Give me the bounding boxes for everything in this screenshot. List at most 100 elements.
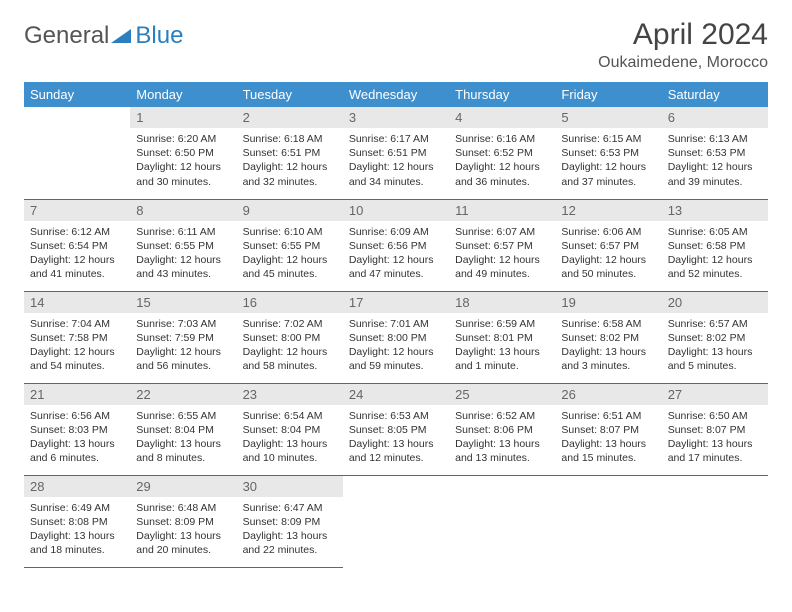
calendar-cell: 30Sunrise: 6:47 AMSunset: 8:09 PMDayligh…: [237, 475, 343, 567]
page-title: April 2024: [598, 18, 768, 52]
calendar-cell: 24Sunrise: 6:53 AMSunset: 8:05 PMDayligh…: [343, 383, 449, 475]
day-number: 7: [24, 200, 130, 221]
brand-logo: General Blue: [24, 18, 183, 50]
day-info: Sunrise: 6:10 AMSunset: 6:55 PMDaylight:…: [237, 221, 343, 288]
header: General Blue April 2024 Oukaimedene, Mor…: [24, 18, 768, 72]
day-info: Sunrise: 6:57 AMSunset: 8:02 PMDaylight:…: [662, 313, 768, 380]
day-info: Sunrise: 7:03 AMSunset: 7:59 PMDaylight:…: [130, 313, 236, 380]
weekday-header: Wednesday: [343, 82, 449, 107]
day-info: Sunrise: 6:49 AMSunset: 8:08 PMDaylight:…: [24, 497, 130, 564]
brand-triangle-icon: [111, 27, 131, 45]
day-number: 30: [237, 476, 343, 497]
calendar-cell: 21Sunrise: 6:56 AMSunset: 8:03 PMDayligh…: [24, 383, 130, 475]
day-number: 13: [662, 200, 768, 221]
day-info: Sunrise: 6:07 AMSunset: 6:57 PMDaylight:…: [449, 221, 555, 288]
calendar-cell: 27Sunrise: 6:50 AMSunset: 8:07 PMDayligh…: [662, 383, 768, 475]
day-number: 18: [449, 292, 555, 313]
calendar-cell: 16Sunrise: 7:02 AMSunset: 8:00 PMDayligh…: [237, 291, 343, 383]
calendar-cell: 20Sunrise: 6:57 AMSunset: 8:02 PMDayligh…: [662, 291, 768, 383]
day-info: Sunrise: 6:20 AMSunset: 6:50 PMDaylight:…: [130, 128, 236, 195]
day-number: 9: [237, 200, 343, 221]
weekday-header: Saturday: [662, 82, 768, 107]
day-info: Sunrise: 6:18 AMSunset: 6:51 PMDaylight:…: [237, 128, 343, 195]
day-info: Sunrise: 6:54 AMSunset: 8:04 PMDaylight:…: [237, 405, 343, 472]
calendar-cell: 12Sunrise: 6:06 AMSunset: 6:57 PMDayligh…: [555, 199, 661, 291]
day-number: 16: [237, 292, 343, 313]
day-number: 23: [237, 384, 343, 405]
day-info: Sunrise: 6:55 AMSunset: 8:04 PMDaylight:…: [130, 405, 236, 472]
calendar-cell: 9Sunrise: 6:10 AMSunset: 6:55 PMDaylight…: [237, 199, 343, 291]
day-info: Sunrise: 6:58 AMSunset: 8:02 PMDaylight:…: [555, 313, 661, 380]
day-info: Sunrise: 6:52 AMSunset: 8:06 PMDaylight:…: [449, 405, 555, 472]
day-number: 21: [24, 384, 130, 405]
calendar-cell: 19Sunrise: 6:58 AMSunset: 8:02 PMDayligh…: [555, 291, 661, 383]
day-info: Sunrise: 6:05 AMSunset: 6:58 PMDaylight:…: [662, 221, 768, 288]
day-info: Sunrise: 6:06 AMSunset: 6:57 PMDaylight:…: [555, 221, 661, 288]
day-info: Sunrise: 6:47 AMSunset: 8:09 PMDaylight:…: [237, 497, 343, 564]
calendar-cell: 17Sunrise: 7:01 AMSunset: 8:00 PMDayligh…: [343, 291, 449, 383]
day-number: 17: [343, 292, 449, 313]
day-number: 10: [343, 200, 449, 221]
day-number: 28: [24, 476, 130, 497]
calendar-table: SundayMondayTuesdayWednesdayThursdayFrid…: [24, 82, 768, 568]
calendar-cell: 26Sunrise: 6:51 AMSunset: 8:07 PMDayligh…: [555, 383, 661, 475]
calendar-cell: 8Sunrise: 6:11 AMSunset: 6:55 PMDaylight…: [130, 199, 236, 291]
day-number: 11: [449, 200, 555, 221]
calendar-cell: 10Sunrise: 6:09 AMSunset: 6:56 PMDayligh…: [343, 199, 449, 291]
day-number: 5: [555, 107, 661, 128]
calendar-cell: .: [24, 107, 130, 199]
calendar-cell: .: [449, 475, 555, 567]
weekday-header: Monday: [130, 82, 236, 107]
calendar-cell: 2Sunrise: 6:18 AMSunset: 6:51 PMDaylight…: [237, 107, 343, 199]
calendar-cell: 6Sunrise: 6:13 AMSunset: 6:53 PMDaylight…: [662, 107, 768, 199]
day-info: Sunrise: 6:15 AMSunset: 6:53 PMDaylight:…: [555, 128, 661, 195]
weekday-header: Sunday: [24, 82, 130, 107]
day-number: 6: [662, 107, 768, 128]
day-number: 2: [237, 107, 343, 128]
calendar-cell: 13Sunrise: 6:05 AMSunset: 6:58 PMDayligh…: [662, 199, 768, 291]
day-info: Sunrise: 6:56 AMSunset: 8:03 PMDaylight:…: [24, 405, 130, 472]
calendar-cell: .: [662, 475, 768, 567]
day-number: 3: [343, 107, 449, 128]
day-number: 15: [130, 292, 236, 313]
weekday-header: Friday: [555, 82, 661, 107]
day-info: Sunrise: 6:13 AMSunset: 6:53 PMDaylight:…: [662, 128, 768, 195]
day-number: 8: [130, 200, 236, 221]
calendar-cell: 1Sunrise: 6:20 AMSunset: 6:50 PMDaylight…: [130, 107, 236, 199]
day-info: Sunrise: 6:51 AMSunset: 8:07 PMDaylight:…: [555, 405, 661, 472]
day-number: 22: [130, 384, 236, 405]
day-info: Sunrise: 6:16 AMSunset: 6:52 PMDaylight:…: [449, 128, 555, 195]
weekday-header: Thursday: [449, 82, 555, 107]
calendar-cell: 11Sunrise: 6:07 AMSunset: 6:57 PMDayligh…: [449, 199, 555, 291]
day-number: 20: [662, 292, 768, 313]
day-info: Sunrise: 6:48 AMSunset: 8:09 PMDaylight:…: [130, 497, 236, 564]
calendar-header-row: SundayMondayTuesdayWednesdayThursdayFrid…: [24, 82, 768, 107]
day-info: Sunrise: 7:04 AMSunset: 7:58 PMDaylight:…: [24, 313, 130, 380]
day-number: 12: [555, 200, 661, 221]
day-number: 25: [449, 384, 555, 405]
day-number: 19: [555, 292, 661, 313]
weekday-header: Tuesday: [237, 82, 343, 107]
day-number: 26: [555, 384, 661, 405]
day-info: Sunrise: 6:53 AMSunset: 8:05 PMDaylight:…: [343, 405, 449, 472]
calendar-cell: 4Sunrise: 6:16 AMSunset: 6:52 PMDaylight…: [449, 107, 555, 199]
day-number: 14: [24, 292, 130, 313]
calendar-cell: 23Sunrise: 6:54 AMSunset: 8:04 PMDayligh…: [237, 383, 343, 475]
calendar-cell: 22Sunrise: 6:55 AMSunset: 8:04 PMDayligh…: [130, 383, 236, 475]
calendar-cell: 25Sunrise: 6:52 AMSunset: 8:06 PMDayligh…: [449, 383, 555, 475]
calendar-row: 7Sunrise: 6:12 AMSunset: 6:54 PMDaylight…: [24, 199, 768, 291]
day-number: 4: [449, 107, 555, 128]
calendar-cell: .: [555, 475, 661, 567]
calendar-cell: 15Sunrise: 7:03 AMSunset: 7:59 PMDayligh…: [130, 291, 236, 383]
calendar-cell: 14Sunrise: 7:04 AMSunset: 7:58 PMDayligh…: [24, 291, 130, 383]
day-number: 24: [343, 384, 449, 405]
brand-word-1: General: [24, 22, 109, 50]
calendar-body: .1Sunrise: 6:20 AMSunset: 6:50 PMDayligh…: [24, 107, 768, 567]
brand-word-2: Blue: [135, 22, 183, 50]
day-info: Sunrise: 6:17 AMSunset: 6:51 PMDaylight:…: [343, 128, 449, 195]
day-number: 1: [130, 107, 236, 128]
calendar-cell: 3Sunrise: 6:17 AMSunset: 6:51 PMDaylight…: [343, 107, 449, 199]
calendar-row: .1Sunrise: 6:20 AMSunset: 6:50 PMDayligh…: [24, 107, 768, 199]
title-block: April 2024 Oukaimedene, Morocco: [598, 18, 768, 72]
day-info: Sunrise: 6:59 AMSunset: 8:01 PMDaylight:…: [449, 313, 555, 380]
